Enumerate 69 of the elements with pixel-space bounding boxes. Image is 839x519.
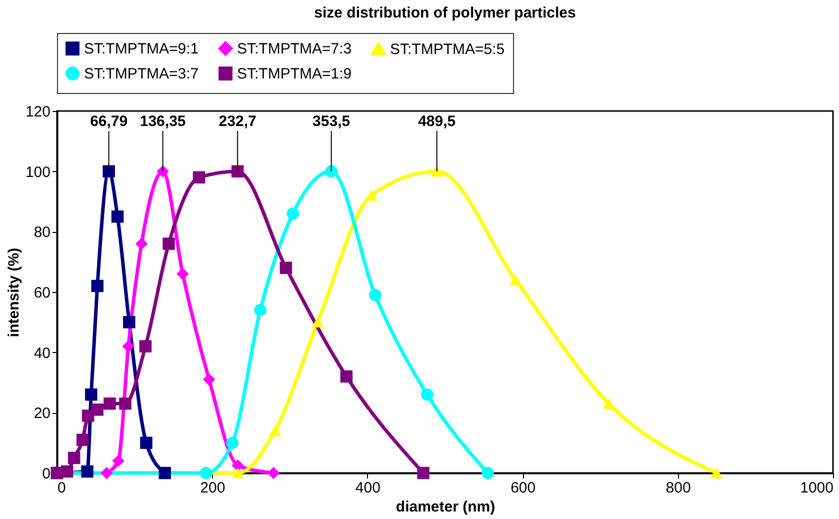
point (192, 171, 206, 184)
point (312, 316, 324, 328)
y-tick-label: 120 (25, 104, 50, 120)
point (112, 454, 124, 468)
x-axis-title: diameter (nm) (396, 498, 496, 516)
point (119, 397, 132, 410)
point (710, 468, 723, 478)
point (91, 280, 104, 292)
legend-label: ST:TMPTMA=5:5 (390, 40, 505, 58)
point (200, 466, 212, 480)
x-tick-label: 1000 (800, 480, 834, 496)
point (268, 425, 282, 436)
point (202, 373, 216, 386)
point (100, 466, 113, 480)
point (340, 370, 353, 383)
point (602, 398, 615, 409)
point (68, 452, 80, 464)
point (139, 340, 152, 352)
point (280, 262, 292, 274)
point (254, 304, 266, 316)
x-tick-label: 600 (510, 480, 536, 496)
point (156, 165, 169, 178)
point (140, 436, 152, 449)
point (102, 165, 115, 178)
annotation: 66,79 (90, 113, 128, 130)
y-tick-label: 80 (34, 224, 50, 242)
point (286, 207, 300, 220)
annotation: 353,5 (312, 113, 350, 130)
annotation: 489,5 (418, 113, 456, 130)
point (232, 468, 244, 478)
point (104, 397, 116, 410)
y-tick-label: 0 (42, 466, 50, 482)
legend-label: ST:TMPTMA=1:9 (237, 66, 352, 82)
x-tick-label: 400 (355, 480, 380, 496)
point (267, 466, 280, 480)
point (176, 268, 189, 280)
chart-title: size distribution of polymer particles (314, 4, 576, 22)
point (509, 274, 522, 286)
legend-label: ST:TMPTMA=7:3 (237, 40, 352, 58)
legend-label: ST:TMPTMA=3:7 (84, 66, 199, 82)
point (123, 316, 136, 328)
y-tick-label: 60 (34, 284, 50, 302)
point (231, 165, 244, 178)
point (122, 340, 135, 352)
y-tick-label: 100 (25, 164, 50, 181)
point (369, 288, 382, 302)
point (76, 434, 89, 446)
x-tick-label: 200 (200, 480, 226, 496)
point (421, 388, 434, 401)
x-tick-label: 0 (58, 480, 66, 496)
x-tick-label: 800 (666, 480, 691, 496)
point (417, 466, 430, 480)
y-axis-title: intensity (%) (5, 248, 22, 338)
y-tick-label: 20 (34, 405, 50, 422)
y-tick-label: 40 (34, 344, 50, 362)
point (91, 404, 104, 416)
annotation: 232,7 (218, 113, 256, 130)
point (226, 436, 238, 449)
point (158, 466, 171, 480)
point (482, 466, 494, 480)
legend-label: ST:TMPTMA=9:1 (84, 40, 199, 58)
point (60, 465, 74, 478)
point (85, 388, 98, 401)
point (162, 238, 175, 250)
point (81, 465, 94, 478)
annotation: 136,35 (140, 113, 186, 130)
point (111, 210, 124, 223)
point (325, 165, 338, 178)
point (135, 238, 148, 250)
